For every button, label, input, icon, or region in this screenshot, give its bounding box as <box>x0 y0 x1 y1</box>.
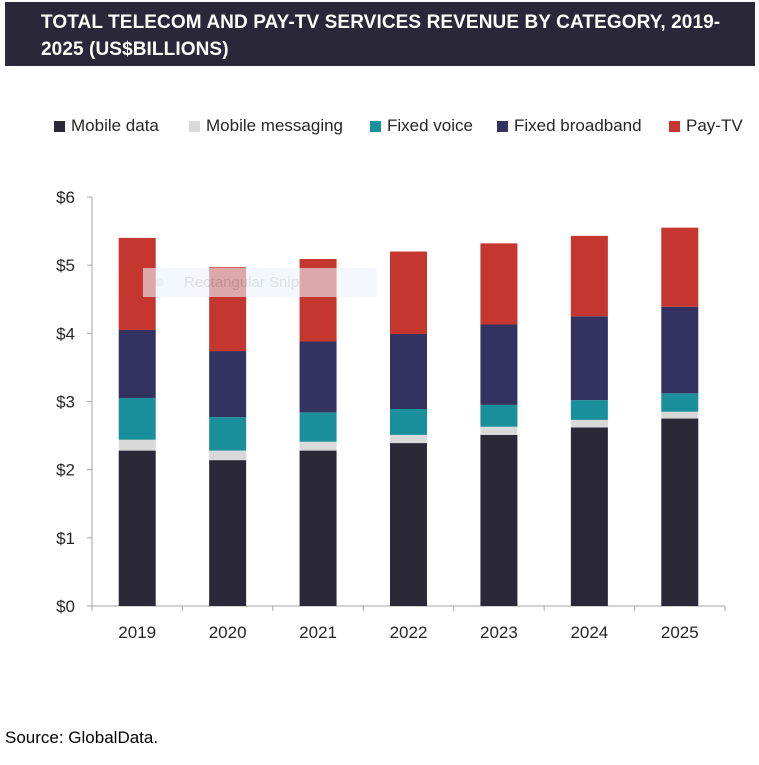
legend-label: Mobile data <box>71 116 159 135</box>
bar-segment-fixed-voice-2022 <box>390 409 427 435</box>
bar-segment-mobile-data-2020 <box>209 460 247 606</box>
snip-icon <box>155 278 164 287</box>
x-tick-label: 2024 <box>570 623 608 642</box>
bar-segment-fixed-broadband-2025 <box>661 306 699 394</box>
x-tick-label: 2020 <box>209 623 247 642</box>
x-tick-label: 2025 <box>661 623 699 642</box>
bar-segment-fixed-voice-2020 <box>209 417 247 451</box>
bar-segment-fixed-voice-2019 <box>118 398 156 440</box>
bar-segment-pay-tv-2025 <box>661 227 699 307</box>
bar-segment-fixed-broadband-2024 <box>570 316 608 401</box>
bar-segment-fixed-voice-2024 <box>570 400 608 420</box>
bar-segment-fixed-broadband-2019 <box>118 329 156 399</box>
bar-segment-mobile-data-2023 <box>480 434 518 606</box>
x-tick-label: 2022 <box>390 623 428 642</box>
bar-segment-mobile-messaging-2024 <box>570 419 608 428</box>
bar-segment-mobile-messaging-2019 <box>118 439 156 451</box>
y-tick-label: $5 <box>56 256 75 275</box>
legend-swatch <box>669 120 680 132</box>
legend-label: Fixed voice <box>387 116 473 135</box>
bar-segment-fixed-voice-2023 <box>480 404 518 427</box>
legend-item-mobile-messaging: Mobile messaging <box>189 116 343 136</box>
bar-segment-pay-tv-2024 <box>570 235 608 317</box>
bar-segment-mobile-data-2022 <box>390 443 427 606</box>
legend-item-mobile-data: Mobile data <box>54 116 159 136</box>
bar-segment-mobile-messaging-2022 <box>390 434 427 444</box>
legend-item-pay-tv: Pay-TV <box>669 116 743 136</box>
legend-swatch <box>54 120 65 132</box>
bar-segment-mobile-data-2021 <box>299 450 337 606</box>
y-tick-label: $2 <box>56 461 75 480</box>
bar-segment-mobile-messaging-2020 <box>209 450 247 461</box>
bar-segment-fixed-voice-2025 <box>661 393 699 412</box>
bar-segment-pay-tv-2022 <box>390 251 427 335</box>
bar-segment-fixed-broadband-2022 <box>390 334 427 409</box>
bar-segment-mobile-messaging-2021 <box>299 441 337 451</box>
stacked-bar-chart: $0 $1 $2 $3 $4 $5 $6 2019 2020 2021 2022 2023 2024 20… <box>56 188 726 642</box>
snip-tooltip-text: Rectangular Snip <box>184 274 300 291</box>
chart-legend: Mobile data Mobile messaging Fixed voice… <box>0 116 759 146</box>
bar-segment-mobile-data-2019 <box>118 450 156 606</box>
legend-item-fixed-broadband: Fixed broadband <box>497 116 642 136</box>
legend-swatch <box>497 120 508 132</box>
y-tick-label: $0 <box>56 597 75 616</box>
bar-segment-fixed-broadband-2021 <box>299 341 337 413</box>
x-tick-label: 2019 <box>118 623 156 642</box>
chart-title-line-1: TOTAL TELECOM AND PAY-TV SERVICES REVENU… <box>41 12 721 33</box>
legend-item-fixed-voice: Fixed voice <box>370 116 473 136</box>
legend-swatch <box>370 120 381 132</box>
y-tick-label: $1 <box>56 529 75 548</box>
y-tick-label: $3 <box>56 393 75 412</box>
legend-swatch <box>189 120 200 132</box>
x-tick-label: 2021 <box>299 623 337 642</box>
snip-tooltip-overlay: Rectangular Snip <box>143 268 377 297</box>
bar-segment-mobile-messaging-2025 <box>661 411 699 419</box>
bar-segment-mobile-messaging-2023 <box>480 426 518 435</box>
bar-segment-fixed-broadband-2023 <box>480 324 518 405</box>
bar-segment-fixed-broadband-2020 <box>209 351 247 418</box>
y-tick-label: $4 <box>56 324 75 343</box>
source-note: Source: GlobalData. <box>5 728 159 747</box>
x-tick-label: 2023 <box>480 623 518 642</box>
chart-title-line-2: 2025 (US$BILLIONS) <box>41 39 229 60</box>
bar-segment-mobile-data-2024 <box>570 427 608 606</box>
legend-label: Fixed broadband <box>514 116 642 135</box>
legend-label: Pay-TV <box>686 116 743 135</box>
bar-segment-mobile-data-2025 <box>661 418 699 606</box>
y-tick-label: $6 <box>56 188 75 207</box>
legend-label: Mobile messaging <box>206 116 344 135</box>
bar-segment-fixed-voice-2021 <box>299 412 337 442</box>
chart-title-bar: TOTAL TELECOM AND PAY-TV SERVICES REVENU… <box>5 2 755 66</box>
bar-segment-pay-tv-2023 <box>480 243 518 325</box>
